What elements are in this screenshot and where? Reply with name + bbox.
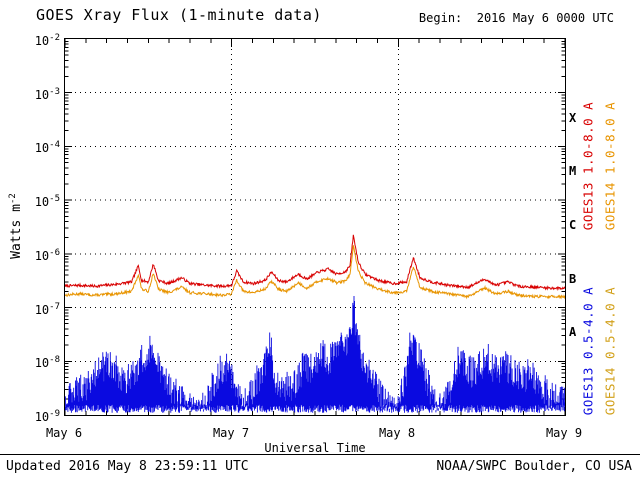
- axis-ticks: [64, 39, 566, 415]
- y-tick-label: 10-6: [34, 248, 60, 263]
- plot-canvas: [64, 39, 566, 415]
- x-tick-label: May 9: [545, 426, 583, 440]
- y-tick-label: 10-2: [34, 33, 60, 48]
- series-label: GOES13 0.5-4.0 A: [580, 286, 596, 416]
- data-source: NOAA/SWPC Boulder, CO USA: [436, 459, 632, 474]
- trace-goes13-1.0-8.0-a: [64, 234, 566, 292]
- x-tick-label: May 6: [45, 426, 83, 440]
- begin-timestamp: Begin: 2016 May 6 0000 UTC: [418, 11, 614, 25]
- y-tick-label: 10-5: [34, 194, 60, 209]
- x-axis-title: Universal Time: [264, 441, 366, 455]
- chart-title: GOES Xray Flux (1-minute data): [36, 6, 322, 24]
- x-tick-label: May 7: [212, 426, 250, 440]
- flare-class-label: B: [569, 272, 577, 286]
- series-label: GOES13 1.0-8.0 A: [580, 101, 596, 231]
- y-tick-label: 10-9: [34, 409, 60, 424]
- flare-class-label: C: [569, 218, 577, 232]
- trace-goes13-0.5-4.0-a: [64, 296, 566, 413]
- updated-timestamp: Updated 2016 May 8 23:59:11 UTC: [6, 459, 249, 474]
- y-tick-label: 10-4: [34, 140, 60, 155]
- series-label: GOES14 0.5-4.0 A: [602, 286, 618, 416]
- flare-class-label: X: [569, 111, 577, 125]
- footer-divider: [0, 454, 640, 455]
- plot-area: [64, 38, 566, 416]
- trace-goes14-1.0-8.0-a: [64, 245, 566, 300]
- series-label: GOES14 1.0-8.0 A: [602, 101, 618, 231]
- x-tick-label: May 8: [378, 426, 416, 440]
- y-tick-label: 10-7: [34, 302, 60, 317]
- y-tick-label: 10-8: [34, 355, 60, 370]
- y-tick-label: 10-3: [34, 87, 60, 102]
- flare-class-label: M: [569, 164, 577, 178]
- gridlines: [65, 39, 565, 415]
- flare-class-label: A: [569, 325, 577, 339]
